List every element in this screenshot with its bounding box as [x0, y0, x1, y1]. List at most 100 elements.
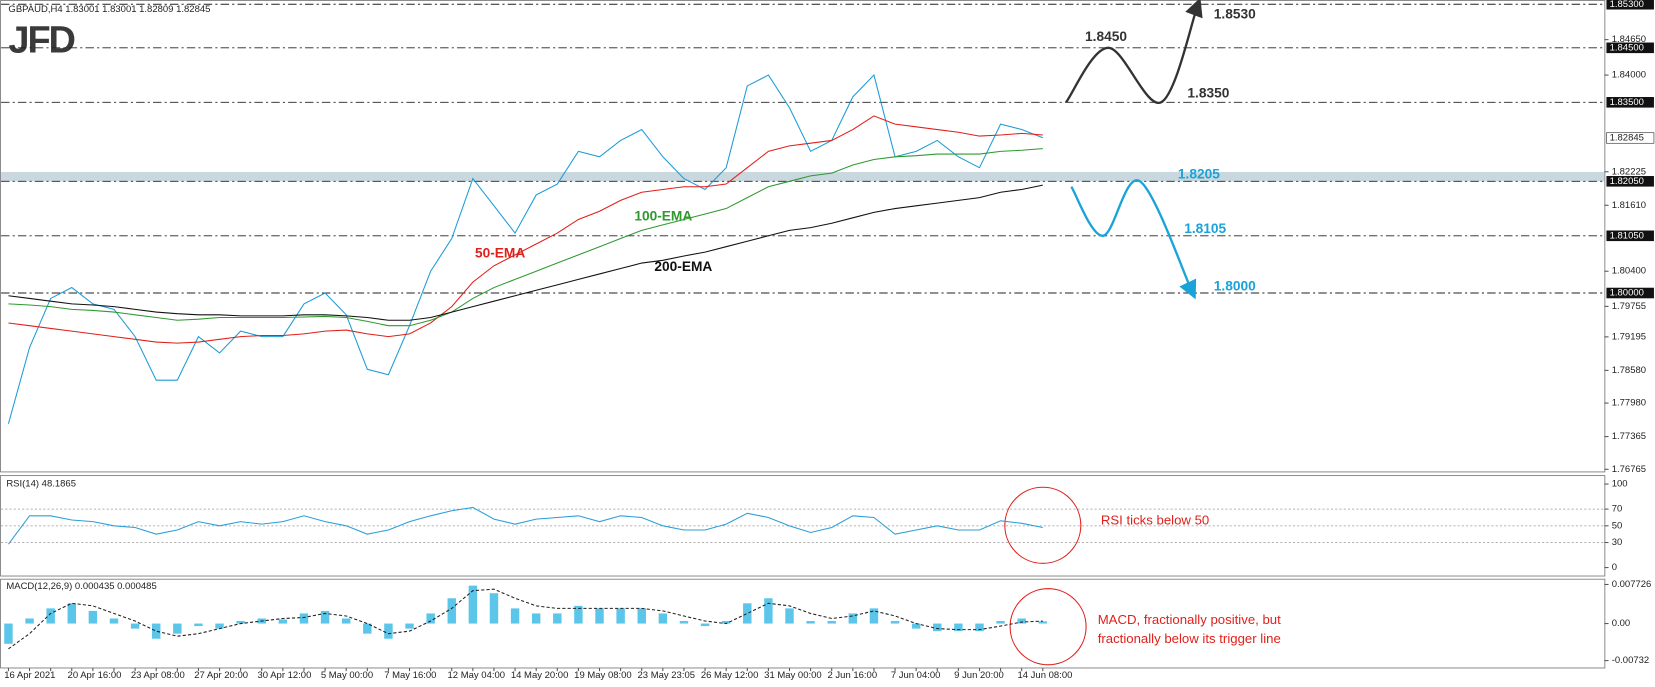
histogram-bar — [911, 623, 921, 629]
histogram-bar — [489, 593, 499, 624]
y-tick-label: 1.84000 — [1612, 70, 1646, 81]
histogram-bar — [426, 613, 435, 624]
histogram-bar — [764, 598, 773, 624]
scenario-label: 1.8000 — [1214, 278, 1256, 293]
x-tick-label: 7 Jun 04:00 — [891, 670, 941, 681]
rsi-highlight — [1004, 486, 1082, 564]
histogram-bar — [510, 608, 520, 624]
histogram-bar — [975, 623, 984, 632]
x-tick-label: 23 Apr 08:00 — [131, 670, 185, 681]
level-box — [1606, 176, 1654, 187]
x-tick-label: 16 Apr 2021 — [4, 670, 55, 681]
histogram-bar — [574, 605, 583, 624]
y-tick-label: 0.00 — [1612, 618, 1630, 629]
histogram-bar — [1038, 621, 1048, 624]
series-line — [8, 115, 1043, 344]
x-tick-label: 5 May 00:00 — [321, 670, 373, 681]
macd-highlight — [1009, 588, 1087, 666]
histogram-bar — [658, 613, 668, 624]
level-box — [1606, 97, 1654, 108]
histogram-bar — [743, 603, 752, 624]
scenario-label: 1.8530 — [1214, 6, 1256, 21]
histogram-bar — [806, 621, 815, 624]
series-line — [8, 148, 1043, 327]
y-tick-label: 1.81610 — [1612, 200, 1646, 211]
level-box — [1606, 42, 1654, 54]
histogram-bar — [468, 585, 478, 624]
histogram-bar — [785, 608, 794, 624]
histogram-bar — [890, 621, 900, 624]
macd-note: MACD, fractionally positive, but — [1098, 612, 1281, 627]
histogram-bar — [700, 623, 710, 627]
histogram-bar — [848, 613, 858, 624]
macd-title: MACD(12,26,9) 0.000435 0.000485 — [6, 581, 156, 592]
scenario-label: 1.8350 — [1187, 85, 1229, 100]
x-tick-label: 19 May 08:00 — [574, 670, 632, 681]
level-label: 1.81050 — [1610, 230, 1644, 241]
y-tick-label: 1.78580 — [1612, 365, 1646, 376]
x-tick-label: 30 Apr 12:00 — [258, 670, 312, 681]
scenario-path — [1065, 0, 1203, 104]
histogram-bar — [405, 623, 414, 629]
level-label: 1.83500 — [1610, 97, 1644, 108]
histogram-bar — [384, 623, 393, 639]
level-label: 1.80000 — [1610, 288, 1644, 299]
rsi-panel — [0, 475, 1606, 577]
legend-label: 50-EMA — [475, 245, 525, 260]
x-tick-label: 12 May 04:00 — [448, 670, 506, 681]
y-tick-label: 1.76765 — [1612, 464, 1646, 475]
price-label: 1.82845 — [1610, 133, 1644, 144]
x-tick-label: 27 Apr 20:00 — [194, 670, 248, 681]
x-tick-label: 26 May 12:00 — [701, 670, 759, 681]
series-line — [8, 506, 1043, 545]
y-tick-label: 30 — [1612, 537, 1623, 548]
histogram-bar — [25, 618, 34, 624]
histogram-bar — [363, 623, 372, 634]
scenario-label: 1.8450 — [1085, 29, 1127, 44]
histogram-bar — [151, 623, 161, 639]
y-tick-label: 1.82225 — [1612, 166, 1646, 177]
histogram-bar — [531, 613, 541, 624]
histogram-bar — [1017, 618, 1026, 624]
level-box — [1606, 230, 1654, 242]
rsi-title: RSI(14) 48.1865 — [6, 479, 76, 490]
series-line — [7, 74, 1044, 424]
y-tick-label: 1.79755 — [1612, 301, 1646, 312]
x-tick-label: 9 Jun 20:00 — [954, 670, 1004, 681]
histogram-bar — [954, 623, 963, 632]
histogram-bar — [130, 623, 140, 629]
histogram-bar — [595, 608, 604, 624]
x-tick-label: 20 Apr 16:00 — [68, 670, 122, 681]
x-tick-label: 23 May 23:05 — [638, 670, 696, 681]
histogram-bar — [46, 608, 55, 624]
histogram-bar — [278, 619, 288, 624]
histogram-bar — [109, 618, 119, 624]
level-box — [1606, 287, 1654, 299]
histogram-bar — [616, 608, 625, 624]
y-tick-label: 100 — [1612, 479, 1628, 490]
series-line — [8, 184, 1043, 321]
x-tick-label: 31 May 00:00 — [764, 670, 822, 681]
macd-note: fractionally below its trigger line — [1098, 631, 1281, 646]
y-tick-label: 1.80400 — [1612, 266, 1646, 277]
histogram-bar — [679, 621, 689, 624]
scenario-label: 1.8205 — [1178, 167, 1220, 182]
histogram-bar — [67, 603, 76, 624]
histogram-bar — [553, 613, 562, 624]
histogram-bar — [173, 623, 182, 634]
y-tick-label: 70 — [1612, 504, 1623, 515]
legend-label: 200-EMA — [654, 259, 712, 274]
histogram-bar — [721, 621, 731, 624]
level-label: 1.84500 — [1610, 42, 1644, 53]
level-label: 1.85300 — [1610, 0, 1644, 10]
x-tick-label: 14 Jun 08:00 — [1017, 670, 1072, 681]
histogram-bar — [996, 621, 1005, 624]
histogram-bar — [447, 598, 456, 624]
histogram-bar — [215, 623, 224, 629]
histogram-bar — [88, 610, 98, 624]
y-tick-label: 1.79195 — [1612, 331, 1646, 342]
histogram-bar — [4, 623, 13, 644]
histogram-bar — [236, 621, 245, 624]
